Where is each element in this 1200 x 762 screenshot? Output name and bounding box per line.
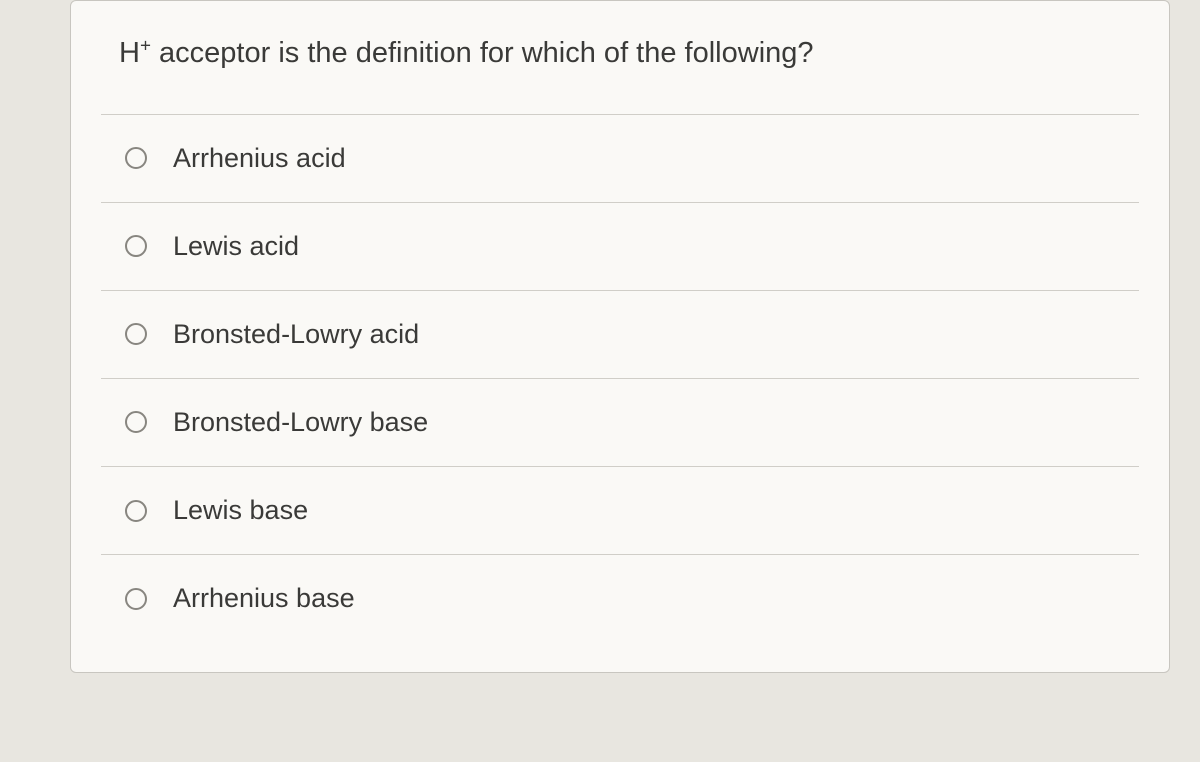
question-rest: is the definition for which of the follo… bbox=[270, 37, 813, 69]
question-text: H+ acceptor is the definition for which … bbox=[119, 33, 1121, 74]
option-label: Lewis base bbox=[173, 493, 308, 528]
option-row-bronsted-lowry-acid[interactable]: Bronsted-Lowry acid bbox=[101, 291, 1139, 379]
options-section: Arrhenius acid Lewis acid Bronsted-Lowry… bbox=[71, 114, 1169, 673]
radio-icon bbox=[125, 588, 147, 610]
option-label: Bronsted-Lowry base bbox=[173, 405, 428, 440]
option-label: Lewis acid bbox=[173, 229, 299, 264]
option-label: Arrhenius acid bbox=[173, 141, 346, 176]
quiz-card: H+ acceptor is the definition for which … bbox=[70, 0, 1170, 673]
radio-icon bbox=[125, 500, 147, 522]
radio-icon bbox=[125, 323, 147, 345]
radio-icon bbox=[125, 411, 147, 433]
option-row-lewis-base[interactable]: Lewis base bbox=[101, 467, 1139, 555]
option-row-arrhenius-acid[interactable]: Arrhenius acid bbox=[101, 114, 1139, 203]
question-term: H+ acceptor bbox=[119, 37, 270, 69]
term-base: H bbox=[119, 37, 140, 69]
option-row-arrhenius-base[interactable]: Arrhenius base bbox=[101, 555, 1139, 642]
option-label: Arrhenius base bbox=[173, 581, 355, 616]
question-section: H+ acceptor is the definition for which … bbox=[71, 1, 1169, 114]
radio-icon bbox=[125, 235, 147, 257]
radio-icon bbox=[125, 147, 147, 169]
option-row-bronsted-lowry-base[interactable]: Bronsted-Lowry base bbox=[101, 379, 1139, 467]
option-row-lewis-acid[interactable]: Lewis acid bbox=[101, 203, 1139, 291]
option-label: Bronsted-Lowry acid bbox=[173, 317, 419, 352]
term-superscript: + bbox=[140, 34, 151, 55]
term-word: acceptor bbox=[151, 37, 270, 69]
